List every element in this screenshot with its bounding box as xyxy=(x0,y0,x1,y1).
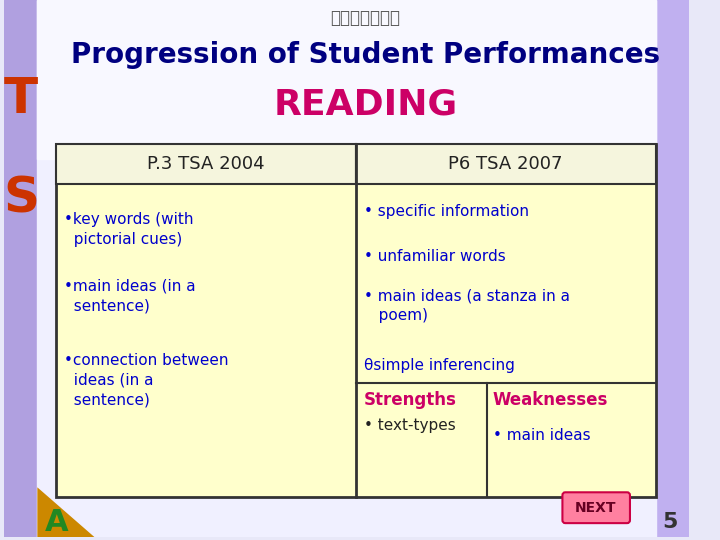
FancyBboxPatch shape xyxy=(562,492,630,523)
Text: • text-types: • text-types xyxy=(364,418,455,433)
Text: • unfamiliar words: • unfamiliar words xyxy=(364,248,505,264)
Text: •main ideas (in a
  sentence): •main ideas (in a sentence) xyxy=(64,279,196,313)
Bar xyxy=(4,0,37,537)
Text: Weaknesses: Weaknesses xyxy=(493,391,608,409)
Bar xyxy=(56,144,356,184)
Bar xyxy=(356,144,656,184)
Text: 全港性系統評估: 全港性系統評估 xyxy=(330,9,400,27)
Text: • specific information: • specific information xyxy=(364,204,528,219)
Text: •key words (with
  pictorial cues): •key words (with pictorial cues) xyxy=(64,212,194,247)
Text: T: T xyxy=(4,76,38,124)
Text: S: S xyxy=(3,175,39,223)
Bar xyxy=(56,144,656,497)
Text: Progression of Student Performances: Progression of Student Performances xyxy=(71,40,660,69)
Text: • main ideas: • main ideas xyxy=(493,428,590,443)
Text: Strengths: Strengths xyxy=(364,391,456,409)
Text: NEXT: NEXT xyxy=(575,501,616,515)
Polygon shape xyxy=(37,487,94,537)
Text: •connection between
  ideas (in a
  sentence): •connection between ideas (in a sentence… xyxy=(64,353,228,408)
Text: P6 TSA 2007: P6 TSA 2007 xyxy=(448,155,562,173)
Text: θsimple inferencing: θsimple inferencing xyxy=(364,358,515,373)
Text: • main ideas (a stanza in a
   poem): • main ideas (a stanza in a poem) xyxy=(364,288,570,323)
Text: A: A xyxy=(45,508,68,537)
Text: P.3 TSA 2004: P.3 TSA 2004 xyxy=(147,155,264,173)
Bar xyxy=(37,0,656,159)
Bar xyxy=(656,0,689,537)
Text: 5: 5 xyxy=(662,512,678,532)
Text: READING: READING xyxy=(274,87,458,122)
